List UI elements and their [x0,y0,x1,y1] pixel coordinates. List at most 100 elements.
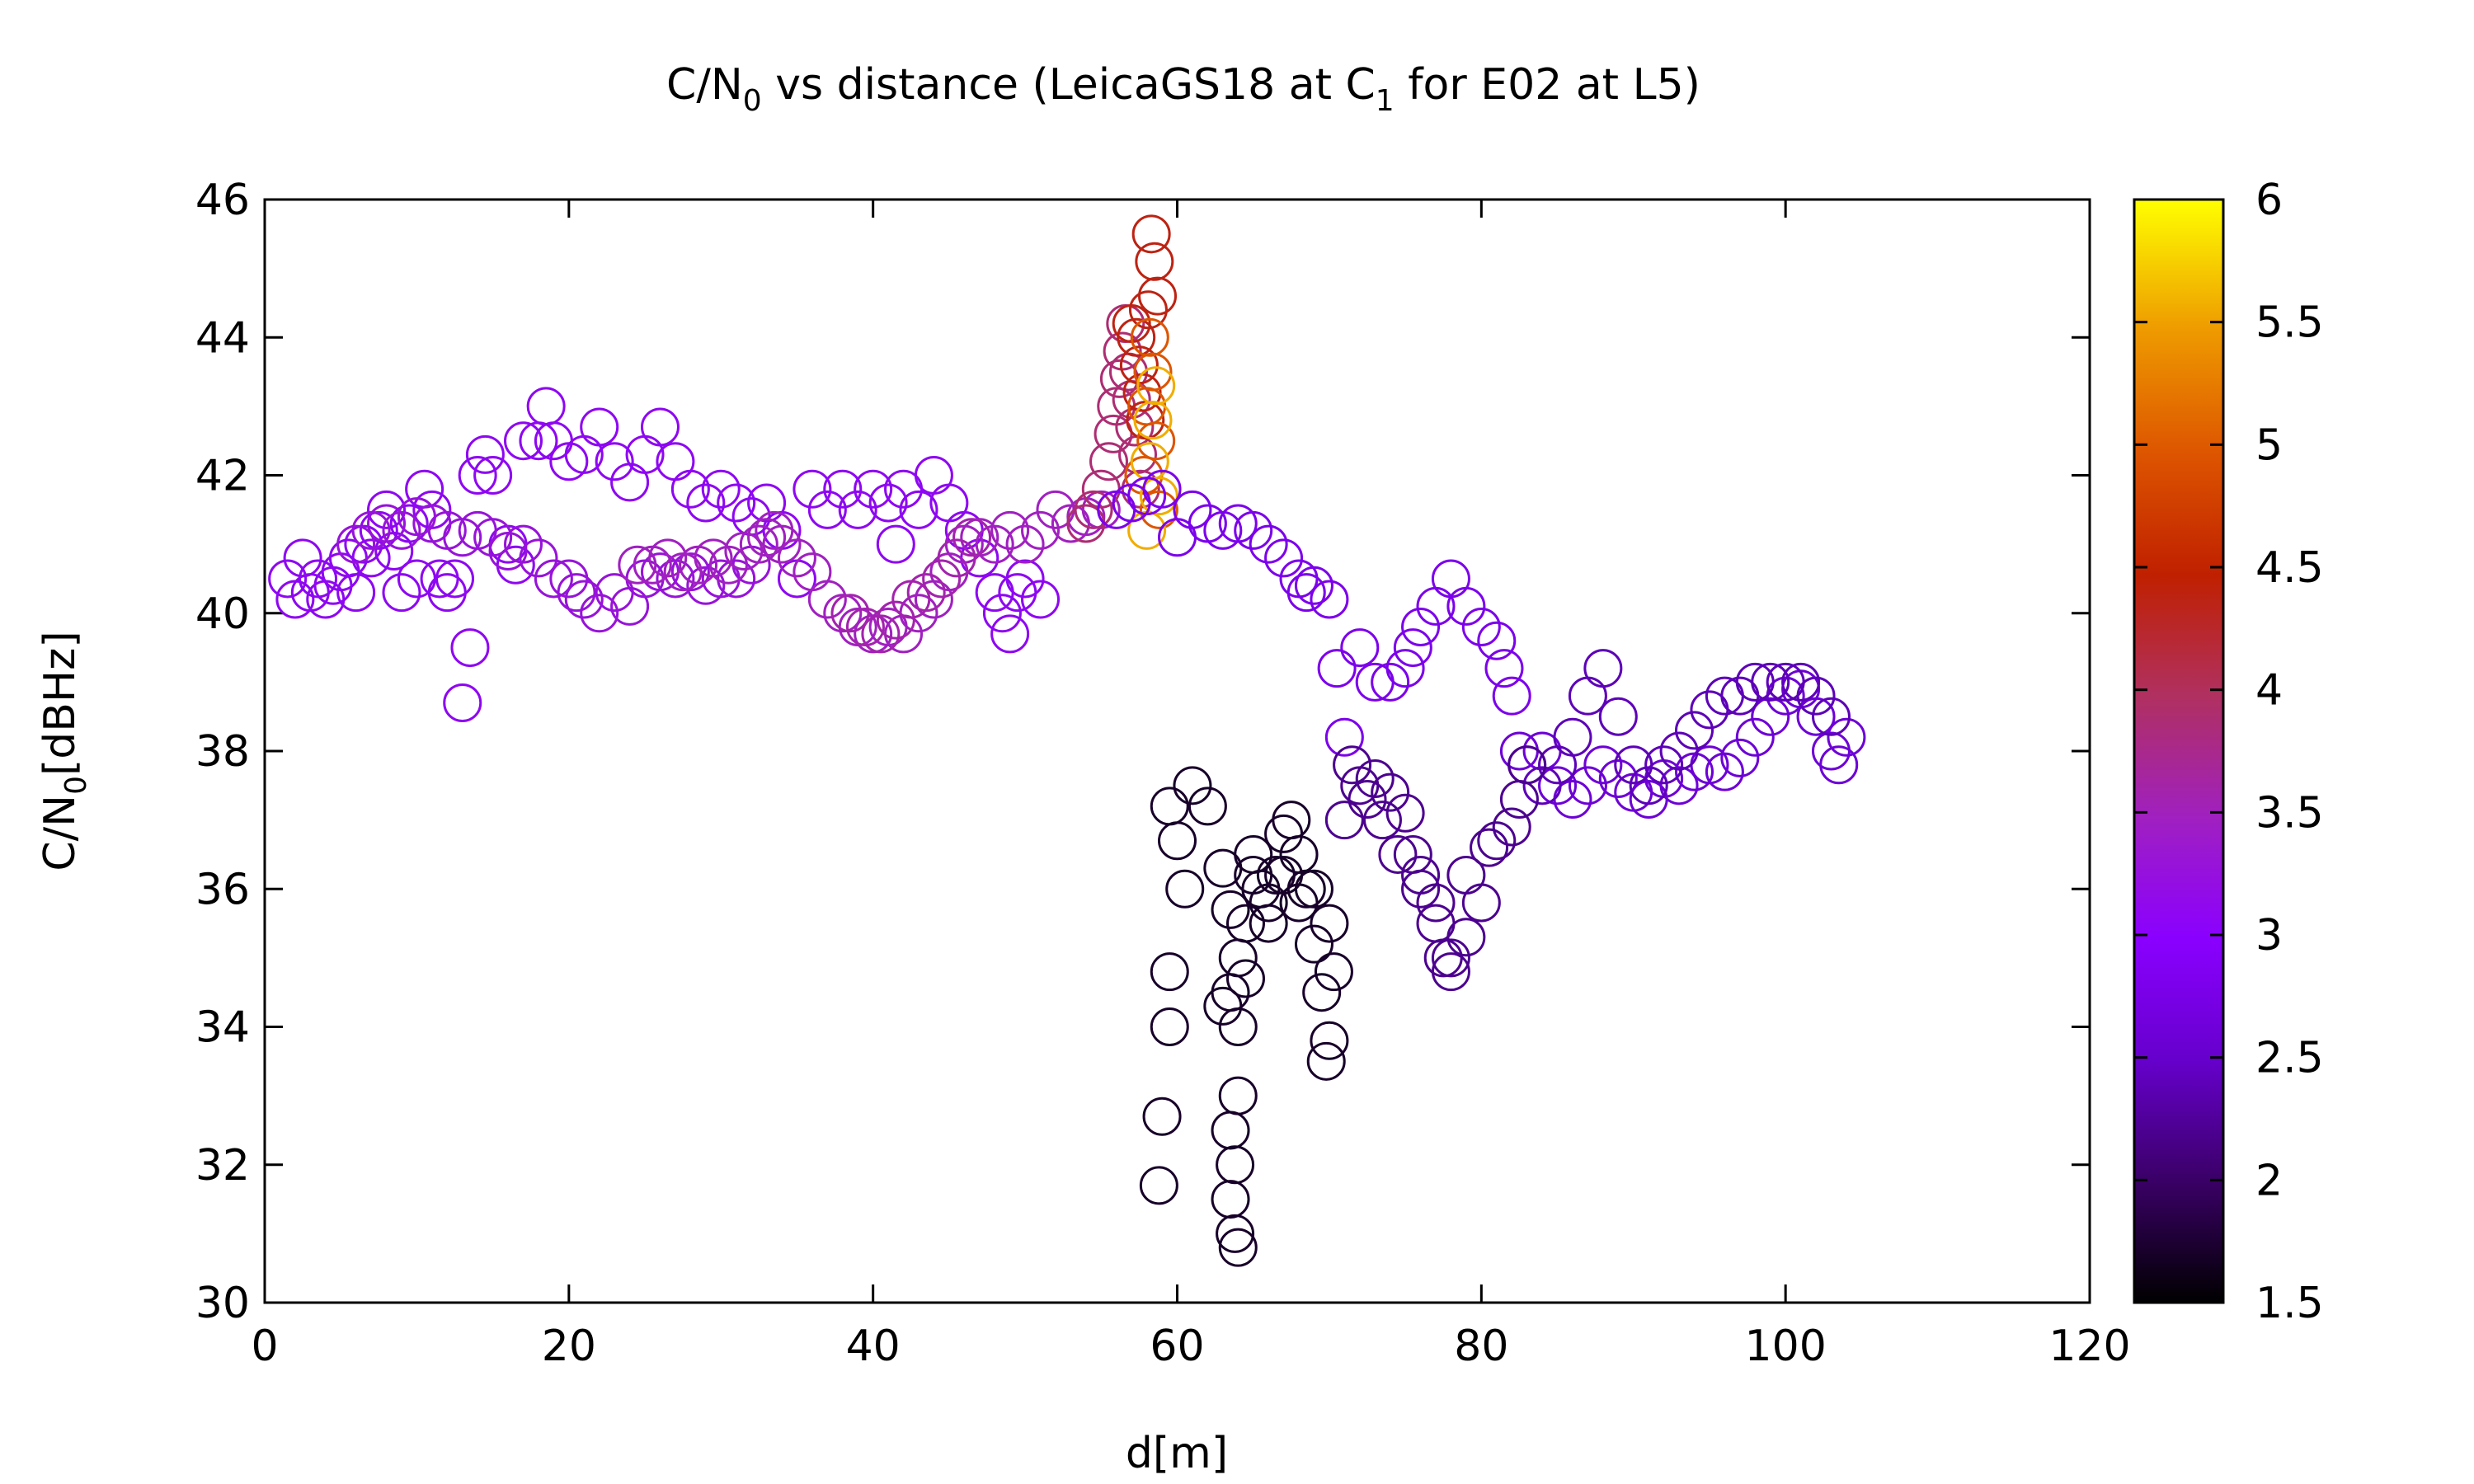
y-tick-label: 32 [195,1141,250,1190]
data-point [382,510,421,550]
colorbar-tick-label: 5.5 [2255,298,2324,348]
data-point [1431,559,1470,599]
data-point [1538,766,1578,805]
data-point [952,518,992,557]
data-point [762,524,802,564]
data-point [717,483,756,523]
data-point [830,594,870,633]
data-point [1216,1145,1255,1185]
data-point [1142,1097,1182,1136]
data-point [906,573,946,613]
data-point [1136,421,1176,461]
data-point [1431,952,1470,992]
data-point [1294,869,1333,909]
data-point [1249,904,1288,943]
data-point [990,614,1030,654]
data-point [854,469,893,509]
y-axis-label: C/N0[dBHz] [35,631,93,871]
data-point [1583,649,1623,688]
data-point [1811,697,1851,736]
data-point [1135,242,1174,281]
plot-area [263,198,2091,1304]
colorbar-axis: 1.5 2 2.5 3 3.5 4 4.5 5 5.5 6 [2134,176,2324,1328]
data-point [526,387,566,426]
data-point [777,538,816,578]
data-point [1385,793,1425,833]
data-point [435,559,475,599]
data-point [1371,773,1410,812]
data-point [1446,856,1486,895]
x-axis: 0 20 40 60 80 100 120 [251,200,2131,1371]
data-point [739,524,778,564]
data-point [443,683,482,722]
x-tick-label: 100 [1745,1322,1827,1371]
data-point [336,524,376,564]
data-point [1302,973,1342,1012]
data-point [420,559,459,599]
data-point [268,559,308,599]
data-point [1751,697,1790,736]
data-point [1211,1180,1250,1219]
data-point [975,524,1014,564]
data-point [1492,807,1531,847]
data-point [807,490,847,529]
data-point [1314,952,1353,992]
data-point [648,538,688,578]
colorbar [2133,198,2225,1304]
data-point [899,490,938,529]
data-point [670,552,710,592]
data-point [1811,731,1851,771]
data-point [670,469,710,509]
data-point [389,504,429,543]
data-point [1142,469,1182,509]
data-point [876,524,915,564]
data-point [504,421,543,461]
data-point [640,407,680,447]
data-point [1827,717,1866,757]
data-point [1138,276,1178,316]
data-point [731,545,771,585]
data-point [838,490,877,529]
x-tick-label: 60 [1150,1322,1204,1371]
data-point [1796,697,1836,736]
data-point [359,510,398,550]
data-point [1294,566,1333,605]
colorbar-tick-label: 2 [2255,1156,2283,1205]
data-point [1005,559,1045,599]
y-tick-label: 42 [195,452,250,501]
data-point [504,524,543,564]
data-point [1094,414,1133,453]
data-point [1675,711,1714,750]
data-point [1211,973,1250,1012]
data-point [1324,717,1364,757]
data-point [1130,317,1169,357]
data-point [1324,801,1364,840]
data-point [1081,490,1121,529]
data-point [1568,676,1607,716]
data-point [1225,904,1265,943]
colorbar-tick-label: 6 [2255,176,2283,225]
data-point [618,545,657,585]
data-point [1568,766,1607,805]
data-point [595,442,634,481]
data-point [1089,442,1129,481]
data-point [793,469,832,509]
data-point [1133,401,1173,440]
data-point [1796,676,1836,716]
data-point [1225,959,1265,998]
data-point [807,580,847,619]
data-point [982,594,1022,633]
data-point [313,566,353,605]
data-point [1614,745,1653,785]
data-point [876,600,915,640]
x-tick-label: 20 [542,1322,596,1371]
colorbar-tick-label: 2.5 [2255,1034,2324,1083]
data-point [1348,780,1387,819]
data-point [1416,883,1456,923]
data-point [861,614,901,654]
y-tick-label: 38 [195,727,250,777]
data-point [1553,717,1592,757]
data-point [1598,697,1638,736]
data-point [382,573,421,613]
